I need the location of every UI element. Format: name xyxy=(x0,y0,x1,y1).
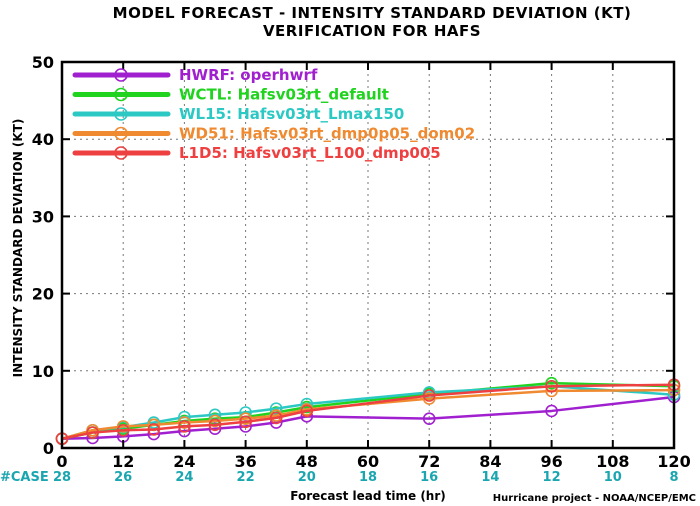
legend-label-3: WD51: Hafsv03rt_dmp0p05_dom02 xyxy=(179,125,475,143)
x-tick-label: 24 xyxy=(173,452,195,471)
y-tick-label: 30 xyxy=(32,207,54,226)
x-tick-label: 96 xyxy=(540,452,562,471)
case-count: 8 xyxy=(669,470,678,485)
case-count: 26 xyxy=(114,470,132,485)
legend-label-1: WCTL: Hafsv03rt_default xyxy=(179,86,389,104)
legend-marker-3 xyxy=(114,126,128,141)
case-count: 28 xyxy=(53,470,71,485)
legend-label-4: L1D5: Hafsv03rt_L100_dmp005 xyxy=(179,144,441,162)
case-label: #CASE xyxy=(0,470,49,485)
case-count: 24 xyxy=(175,470,193,485)
credit-text: Hurricane project - NOAA/NCEP/EMC xyxy=(493,493,696,504)
case-count: 22 xyxy=(237,470,255,485)
y-tick-label: 40 xyxy=(32,130,54,149)
data-point xyxy=(422,412,436,425)
x-tick-label: 72 xyxy=(418,452,440,471)
x-tick-label: 108 xyxy=(596,452,629,471)
y-tick-label: 20 xyxy=(32,285,54,304)
data-point xyxy=(300,404,314,418)
data-point xyxy=(545,379,558,393)
data-point xyxy=(208,422,222,436)
case-count: 14 xyxy=(481,470,499,485)
y-tick-label: 0 xyxy=(43,439,54,458)
data-point xyxy=(269,411,283,425)
data-point xyxy=(178,416,191,429)
x-tick-label: 120 xyxy=(657,452,690,471)
chart-title: MODEL FORECAST - INTENSITY STANDARD DEVI… xyxy=(113,4,632,22)
chart-subtitle: VERIFICATION FOR HAFS xyxy=(263,22,481,40)
case-count: 16 xyxy=(420,470,438,485)
case-counts: 28 26 24 22 20 18 16 14 12 10 8 xyxy=(53,470,679,485)
data-point xyxy=(208,418,222,432)
case-count: 10 xyxy=(604,470,622,485)
x-tick-label: 48 xyxy=(296,452,318,471)
tick-labels: 0 12 24 36 48 60 72 84 96 108 120 0 10 20 30 40 50 xyxy=(32,53,691,471)
data-point xyxy=(208,414,222,428)
x-tick-label: 0 xyxy=(56,452,67,471)
data-point xyxy=(422,392,436,405)
legend: HWRF: operhwrf WCTL: Hafsv03rt_defaultWL1… xyxy=(72,66,475,162)
data-point xyxy=(116,423,130,437)
y-tick-label: 50 xyxy=(32,53,54,72)
legend-marker-1 xyxy=(114,87,128,102)
legend-marker-4 xyxy=(114,146,128,160)
x-tick-label: 36 xyxy=(234,452,256,471)
x-axis-label: Forecast lead time (hr) xyxy=(290,489,446,503)
data-point xyxy=(422,389,436,402)
x-tick-label: 84 xyxy=(479,452,501,471)
data-point xyxy=(116,420,130,433)
axes xyxy=(60,60,676,450)
x-tick-label: 60 xyxy=(357,452,379,471)
case-count: 12 xyxy=(543,470,561,485)
data-point xyxy=(147,423,161,436)
data-point xyxy=(86,426,99,439)
legend-label-0: HWRF: operhwrf xyxy=(179,66,318,84)
legend-marker-0 xyxy=(114,68,128,82)
legend-label-2: WL15: Hafsv03rt_Lmax150 xyxy=(179,105,404,123)
grid-lines xyxy=(62,62,674,448)
data-point xyxy=(545,376,558,390)
data-point xyxy=(239,415,252,429)
y-tick-label: 10 xyxy=(32,362,54,381)
legend-marker-2 xyxy=(114,107,128,121)
case-count: 20 xyxy=(298,470,316,485)
case-count: 18 xyxy=(359,470,377,485)
data-point xyxy=(239,412,252,425)
x-tick-label: 12 xyxy=(112,452,134,471)
data-point xyxy=(545,404,558,418)
data-point xyxy=(178,420,191,433)
data-point xyxy=(269,402,283,415)
y-axis-label: INTENSITY STANDARD DEVIATION (KT) xyxy=(11,119,25,378)
